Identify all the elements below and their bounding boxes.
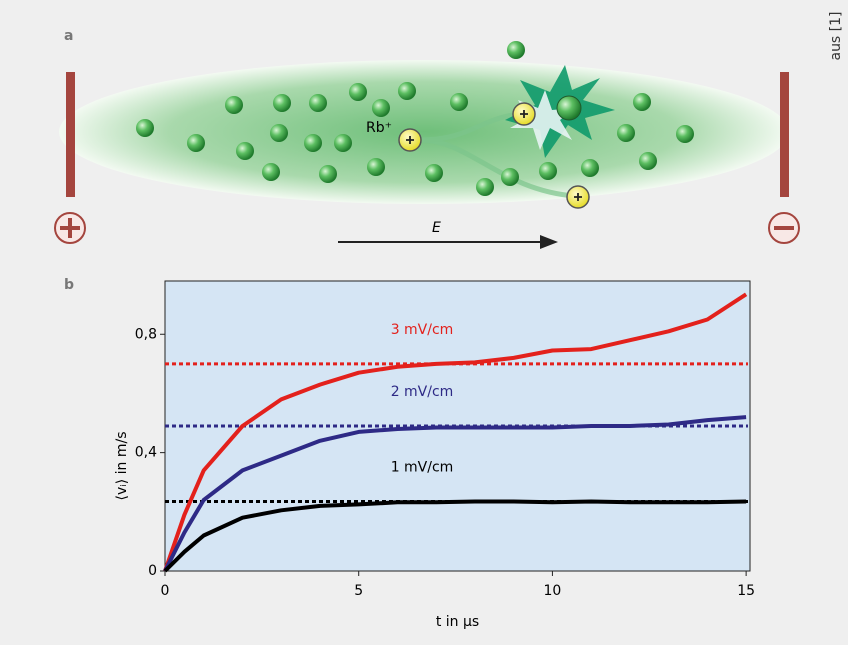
atom (450, 93, 468, 111)
x-tick-label: 10 (544, 583, 562, 599)
atom (676, 125, 694, 143)
panel-label: b (64, 277, 74, 293)
atom (334, 134, 352, 152)
atom (187, 134, 205, 152)
atom (639, 152, 657, 170)
atom (262, 163, 280, 181)
atom (501, 168, 519, 186)
atom (507, 41, 525, 59)
atom (539, 162, 557, 180)
field-label: E (432, 220, 441, 236)
electrode (780, 72, 789, 197)
y-tick-label: 0,8 (135, 326, 157, 342)
figure: a b aus [1] E Rb⁺ 0 5 10 15 0 0,4 0,8 t in µs ⟨v… (0, 0, 848, 645)
atom (633, 93, 651, 111)
atom (581, 159, 599, 177)
x-tick-label: 0 (161, 583, 170, 599)
panel-label: a (64, 28, 73, 44)
atom (225, 96, 243, 114)
atom (136, 119, 154, 137)
y-tick-label: 0 (148, 563, 157, 579)
atom (367, 158, 385, 176)
ion-label: Rb⁺ (366, 120, 392, 136)
atom (476, 178, 494, 196)
atom (319, 165, 337, 183)
atom (270, 124, 288, 142)
atom (425, 164, 443, 182)
credit: aus [1] (828, 11, 844, 60)
x-axis-label: t in µs (436, 614, 479, 630)
y-axis-label: ⟨vᵢ⟩ in m/s (114, 431, 130, 500)
series-label: 2 mV/cm (391, 384, 454, 400)
electrode (66, 72, 75, 197)
x-tick-label: 5 (354, 583, 363, 599)
series-label: 1 mV/cm (391, 459, 454, 475)
atom (372, 99, 390, 117)
atom (236, 142, 254, 160)
atom (309, 94, 327, 112)
y-tick-label: 0,4 (135, 445, 157, 461)
x-tick-label: 15 (737, 583, 755, 599)
atom (349, 83, 367, 101)
atom (304, 134, 322, 152)
series-label: 3 mV/cm (391, 322, 454, 338)
atom (398, 82, 416, 100)
atom (273, 94, 291, 112)
atom (617, 124, 635, 142)
atom (557, 96, 581, 120)
